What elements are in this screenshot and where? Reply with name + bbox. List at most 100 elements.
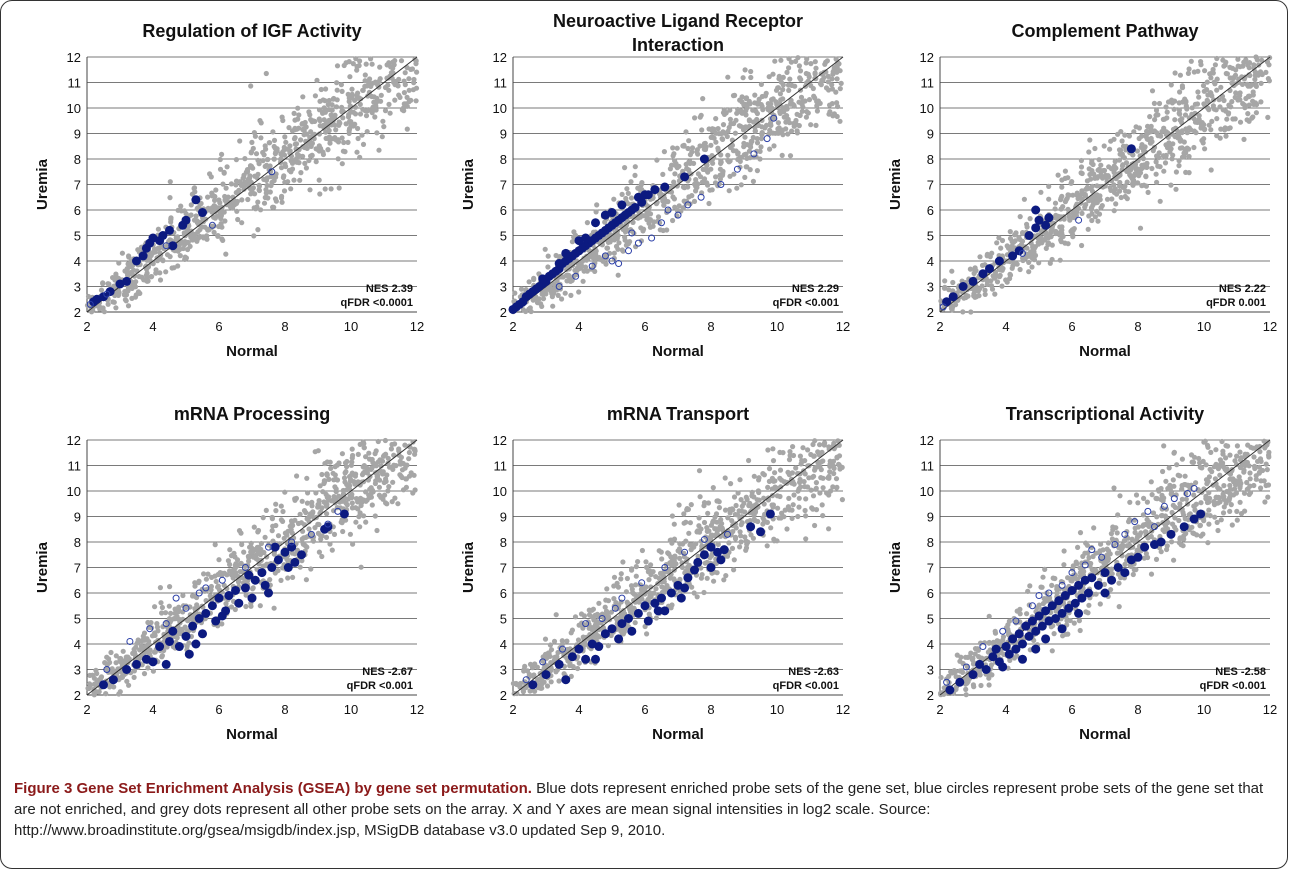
enriched-point xyxy=(657,593,666,603)
panel-title: Complement Pathway xyxy=(1011,21,1198,41)
y-tick-label: 7 xyxy=(74,561,81,576)
not-enriched-point xyxy=(218,576,226,584)
not-enriched-point xyxy=(1019,249,1026,257)
enriched-point xyxy=(1024,631,1034,641)
x-tick-label: 4 xyxy=(1002,702,1009,717)
y-tick-label: 10 xyxy=(920,484,934,499)
y-tick-label: 12 xyxy=(67,433,81,448)
enriched-point xyxy=(716,555,726,565)
y-tick-label: 9 xyxy=(927,510,934,525)
enriched-point xyxy=(554,659,564,669)
y-tick-label: 8 xyxy=(927,535,934,550)
enriched-point xyxy=(290,557,300,567)
not-enriched-point xyxy=(681,548,689,556)
y-tick-label: 9 xyxy=(500,127,507,142)
y-tick-label: 2 xyxy=(927,305,934,320)
enriched-point xyxy=(1024,231,1034,240)
enriched-point xyxy=(1156,537,1166,547)
not-enriched-point xyxy=(1028,602,1036,610)
not-enriched-point xyxy=(1088,546,1096,554)
enriched-point xyxy=(1070,598,1080,608)
enriched-point xyxy=(981,665,991,674)
x-tick-label: 8 xyxy=(707,702,714,717)
not-enriched-point xyxy=(146,625,154,633)
enriched-point xyxy=(991,644,1001,654)
x-tick-label: 12 xyxy=(410,702,424,717)
enriched-point xyxy=(1140,542,1150,552)
not-enriched-point xyxy=(572,272,580,280)
enriched-point xyxy=(1100,568,1110,578)
enriched-point xyxy=(1037,621,1047,631)
y-tick-label: 6 xyxy=(74,203,81,218)
enriched-point xyxy=(666,588,676,598)
not-enriched-point xyxy=(1121,530,1129,538)
enriched-point xyxy=(283,563,293,572)
enriched-point xyxy=(581,654,591,664)
y-tick-label: 5 xyxy=(500,229,507,244)
series-not-enriched xyxy=(555,114,778,290)
not-enriched-point xyxy=(539,658,547,666)
x-tick-label: 8 xyxy=(281,319,288,334)
not-enriched-point xyxy=(265,543,272,551)
enriched-point xyxy=(1057,624,1067,634)
x-tick-label: 10 xyxy=(1197,319,1211,334)
enriched-point xyxy=(155,642,165,652)
enriched-point xyxy=(1087,573,1097,583)
enriched-point xyxy=(138,251,148,261)
enriched-point xyxy=(693,557,703,567)
not-enriched-point xyxy=(1160,502,1168,510)
x-axis-label: Normal xyxy=(652,343,704,360)
enriched-point xyxy=(1093,580,1103,590)
enriched-point xyxy=(198,629,207,639)
x-tick-label: 10 xyxy=(770,702,784,717)
enriched-point xyxy=(653,606,663,616)
fdr-label: qFDR <0.001 xyxy=(347,680,413,692)
enriched-point xyxy=(554,259,564,269)
y-tick-label: 4 xyxy=(500,637,507,652)
series-enriched xyxy=(99,509,349,690)
series-not-enriched xyxy=(86,168,276,308)
enriched-point xyxy=(105,287,115,297)
enriched-point xyxy=(567,652,577,662)
series-enriched xyxy=(528,509,775,690)
not-enriched-point xyxy=(943,678,951,686)
x-tick-label: 2 xyxy=(83,702,90,717)
y-tick-label: 2 xyxy=(500,688,507,703)
enriched-point xyxy=(756,527,765,537)
series-not-enriched xyxy=(943,484,1198,686)
series-not-enriched xyxy=(103,507,342,673)
y-tick-label: 8 xyxy=(74,535,81,550)
enriched-point xyxy=(1074,580,1084,590)
enriched-point xyxy=(600,629,610,639)
scatter-panel-4: mRNA Processing 2 3 4 5 6 7 8 9 10 11 12 2 4 6 8 10 12 Nor… xyxy=(34,404,424,743)
not-enriched-point xyxy=(555,283,563,290)
nes-label: NES 2.29 xyxy=(792,283,839,295)
y-tick-label: 2 xyxy=(74,305,81,320)
enriched-point xyxy=(1034,611,1044,621)
enriched-point xyxy=(1001,642,1011,652)
scatter-panel-3: Complement Pathway 2 3 4 5 6 7 8 9 10 11 12 2 4 6 8 10 12… xyxy=(887,21,1277,360)
not-enriched-point xyxy=(717,181,725,188)
y-tick-label: 8 xyxy=(500,152,507,167)
not-enriched-point xyxy=(700,535,708,543)
enriched-point xyxy=(320,524,330,534)
enriched-point xyxy=(1018,639,1027,649)
not-enriched-point xyxy=(1075,216,1083,224)
enriched-point xyxy=(132,659,141,669)
enriched-point xyxy=(184,649,194,659)
nes-label: NES 2.22 xyxy=(1219,283,1266,295)
y-tick-label: 12 xyxy=(920,433,934,448)
enriched-point xyxy=(1021,621,1031,631)
not-enriched-point xyxy=(588,262,596,270)
not-enriched-point xyxy=(162,620,170,628)
not-enriched-point xyxy=(208,221,216,229)
enriched-point xyxy=(1041,634,1051,644)
y-axis-label: Uremia xyxy=(460,158,477,210)
y-tick-label: 3 xyxy=(927,280,934,295)
y-tick-label: 9 xyxy=(500,510,507,525)
y-tick-label: 4 xyxy=(927,637,934,652)
identity-line xyxy=(86,439,418,696)
fdr-label: qFDR <0.0001 xyxy=(341,297,413,309)
enriched-point xyxy=(968,276,978,286)
x-tick-label: 10 xyxy=(344,319,358,334)
